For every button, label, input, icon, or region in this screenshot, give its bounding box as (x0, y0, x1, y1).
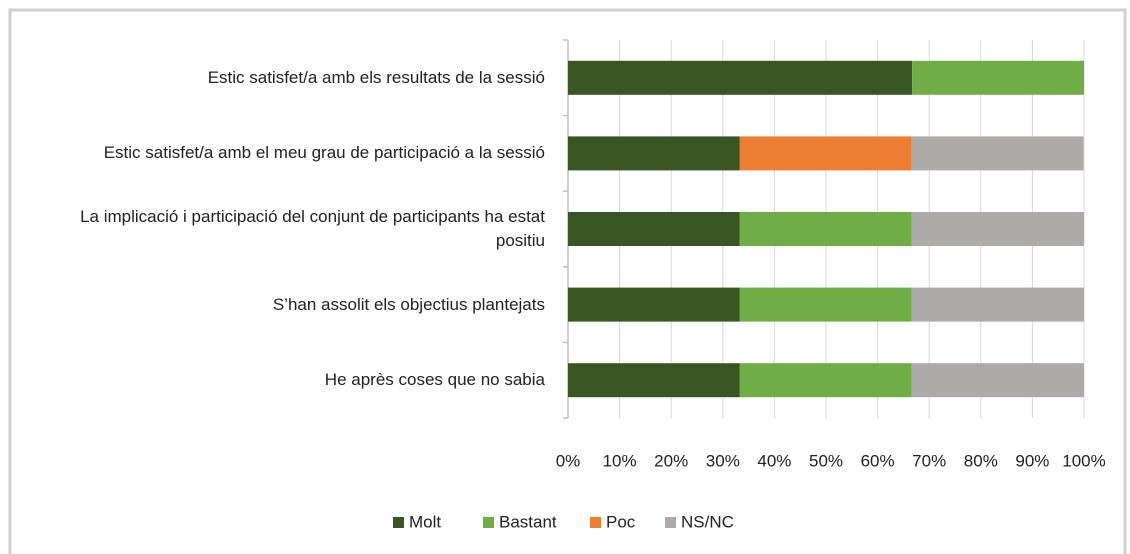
x-tick-label: 10% (603, 451, 637, 470)
x-tick-label: 20% (654, 451, 688, 470)
category-label: S’han assolit els objectius plantejats (272, 294, 545, 314)
bar-segment (911, 212, 1084, 246)
bar-segment (568, 212, 740, 246)
bar-segment (739, 287, 912, 322)
bar-segment (568, 287, 740, 322)
bar-segment (911, 287, 1084, 322)
x-tick-label: 0% (556, 451, 581, 470)
bar-segment (911, 363, 1084, 398)
bar-segment (911, 136, 1084, 171)
bar-segment (568, 136, 740, 171)
legend-swatch (665, 517, 676, 528)
legend-swatch (483, 517, 494, 528)
x-tick-label: 70% (912, 451, 946, 470)
x-tick-label: 80% (964, 451, 998, 470)
x-tick-label: 50% (809, 451, 843, 470)
category-label: La implicació i participació del conjunt… (80, 207, 545, 250)
category-label: He après coses que no sabia (324, 370, 545, 390)
category-label: Estic satisfet/a amb els resultats de la… (207, 67, 545, 87)
x-tick-label: 100% (1062, 451, 1105, 470)
bar-segment (739, 136, 912, 171)
x-tick-label: 90% (1015, 451, 1049, 470)
bar-segment (568, 363, 740, 398)
legend-swatch (393, 517, 404, 528)
bar-segment (912, 60, 1084, 95)
chart-frame (8, 8, 1127, 554)
legend-label: Poc (606, 512, 636, 531)
bar-segment (568, 60, 913, 95)
legend-label: Bastant (499, 512, 557, 531)
legend-label: Molt (409, 512, 441, 531)
legend-swatch (590, 517, 601, 528)
legend-label: NS/NC (681, 512, 734, 531)
bar-segment (739, 363, 912, 398)
x-tick-label: 30% (706, 451, 740, 470)
x-tick-label: 40% (757, 451, 791, 470)
x-tick-label: 60% (861, 451, 895, 470)
bar-segment (739, 212, 912, 246)
category-label: Estic satisfet/a amb el meu grau de part… (103, 143, 545, 163)
